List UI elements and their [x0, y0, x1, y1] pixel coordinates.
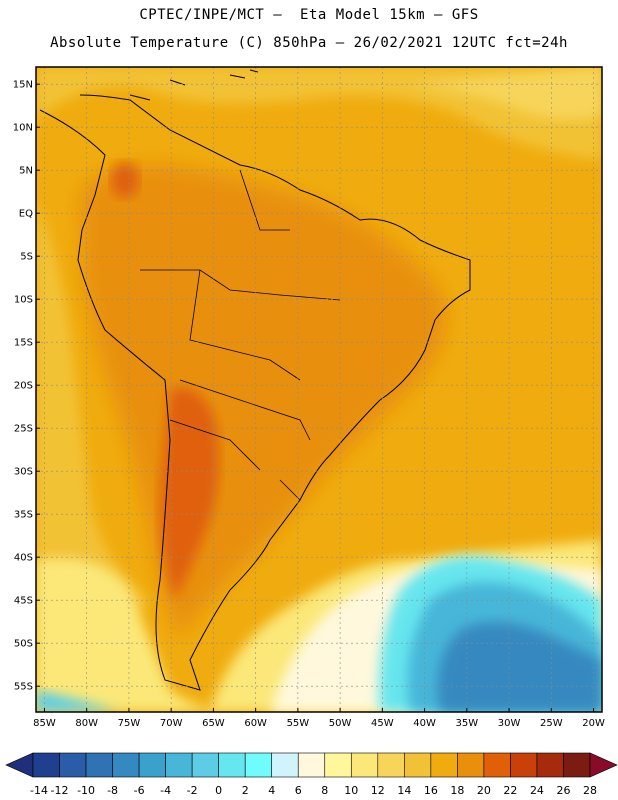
colorbar-bin — [218, 752, 246, 778]
temperature-field — [36, 67, 602, 712]
colorbar-label: 14 — [397, 784, 411, 797]
colorbar-high-arrow — [589, 752, 618, 778]
colorbar-label: -2 — [187, 784, 198, 797]
colorbar-label: 6 — [295, 784, 302, 797]
field-cold-m8 — [437, 622, 602, 712]
colorbar-bin — [59, 752, 87, 778]
field-south-12 — [36, 558, 240, 712]
colorbar-bin — [112, 752, 140, 778]
colorbar-label: -14 — [30, 784, 48, 797]
lon-tick-label: 80W — [75, 718, 98, 729]
colorbar-label: 20 — [477, 784, 491, 797]
colorbar-bin — [324, 752, 352, 778]
colorbar-label: 28 — [583, 784, 597, 797]
lat-tick-label: EQ — [19, 209, 33, 220]
colorbar-bin — [350, 752, 379, 778]
colorbar-bin — [457, 752, 485, 778]
colorbar-label: -4 — [160, 784, 171, 797]
lat-tick-label: 35S — [14, 510, 33, 521]
colorbar-bin — [138, 752, 166, 778]
lat-tick-label: 5S — [20, 252, 33, 263]
longitude-labels: 85W 80W 75W 70W 65W 60W 55W 50W 45W 40W 35W 30W 25W 2… — [33, 718, 605, 729]
colorbar-label: 4 — [268, 784, 275, 797]
colorbar-low-arrow — [5, 752, 34, 778]
lon-tick-label: 55W — [287, 718, 310, 729]
colorbar-bin — [32, 752, 60, 778]
lon-tick-label: 85W — [33, 718, 56, 729]
lat-tick-label: 10N — [13, 123, 33, 134]
colorbar-bin — [297, 752, 326, 778]
lat-tick-label: 45S — [14, 596, 33, 607]
lon-tick-label: 60W — [244, 718, 267, 729]
map-title: CPTEC/INPE/MCT – Eta Model 15km – GFS — [139, 7, 479, 23]
lat-tick-label: 10S — [14, 295, 33, 306]
colorbar-label: 12 — [371, 784, 385, 797]
lat-tick-label: 5N — [19, 166, 33, 177]
colorbar — [5, 752, 618, 778]
colorbar-label: 8 — [321, 784, 328, 797]
map-frame — [35, 66, 603, 713]
colorbar-label: 16 — [424, 784, 438, 797]
field-cold-sw — [36, 690, 120, 712]
country-borders — [140, 169, 341, 501]
colorbar-bin — [377, 752, 405, 778]
colorbar-bin — [191, 752, 219, 778]
lon-tick-label: 50W — [329, 718, 352, 729]
coastlines — [39, 69, 471, 691]
field-hot-colombia — [111, 162, 139, 198]
colorbar-label: 10 — [344, 784, 358, 797]
lat-tick-label: 15S — [14, 338, 33, 349]
colorbar-label: 22 — [503, 784, 517, 797]
colorbar-labels: -14 -12 -10 -8 -6 -4 -2 0 2 4 6 8 10 12 14 16 18 20 22 24 26… — [30, 784, 597, 797]
colorbar-label: 0 — [215, 784, 222, 797]
lon-tick-label: 35W — [456, 718, 479, 729]
lat-tick-label: 30S — [14, 467, 33, 478]
colorbar-bin — [85, 752, 113, 778]
graticule — [36, 67, 602, 712]
lat-tick-label: 40S — [14, 553, 33, 564]
lat-tick-label: 25S — [14, 424, 33, 435]
lon-tick-label: 75W — [118, 718, 141, 729]
field-hot-andes — [160, 388, 219, 600]
colorbar-bin — [510, 752, 538, 778]
colorbar-bin — [536, 752, 564, 778]
lat-tick-label: 15N — [13, 80, 33, 91]
colorbar-label: -6 — [134, 784, 145, 797]
colorbar-label: 18 — [450, 784, 464, 797]
colorbar-bin — [165, 752, 193, 778]
lat-tick-label: 20S — [14, 381, 33, 392]
colorbar-bin — [483, 752, 511, 778]
lon-tick-label: 25W — [540, 718, 563, 729]
lon-tick-label: 40W — [413, 718, 436, 729]
colorbar-label: 24 — [530, 784, 544, 797]
colorbar-label: 26 — [556, 784, 570, 797]
colorbar-bin — [404, 752, 432, 778]
lon-tick-label: 30W — [498, 718, 521, 729]
colorbar-label: -8 — [107, 784, 118, 797]
lat-tick-label: 50S — [14, 639, 33, 650]
colorbar-label: -10 — [77, 784, 95, 797]
colorbar-label: -12 — [51, 784, 69, 797]
colorbar-bin — [563, 752, 591, 778]
continent-outline — [39, 94, 471, 691]
lon-tick-label: 20W — [582, 718, 605, 729]
lon-tick-label: 45W — [371, 718, 394, 729]
lon-tick-label: 70W — [160, 718, 183, 729]
colorbar-bin — [430, 752, 458, 778]
colorbar-label: 2 — [242, 784, 249, 797]
field-north-12 — [410, 67, 602, 119]
map-subtitle: Absolute Temperature (C) 850hPa – 26/02/… — [50, 35, 568, 51]
colorbar-bin — [271, 752, 299, 778]
latitude-labels: 15N 10N 5N EQ 5S 10S 15S 20S 25S 30S 35S 40S 45S 50S 5… — [13, 80, 33, 693]
lon-tick-label: 65W — [202, 718, 225, 729]
lat-tick-label: 55S — [14, 682, 33, 693]
caribbean-islands — [129, 69, 259, 101]
colorbar-bin — [244, 752, 273, 778]
